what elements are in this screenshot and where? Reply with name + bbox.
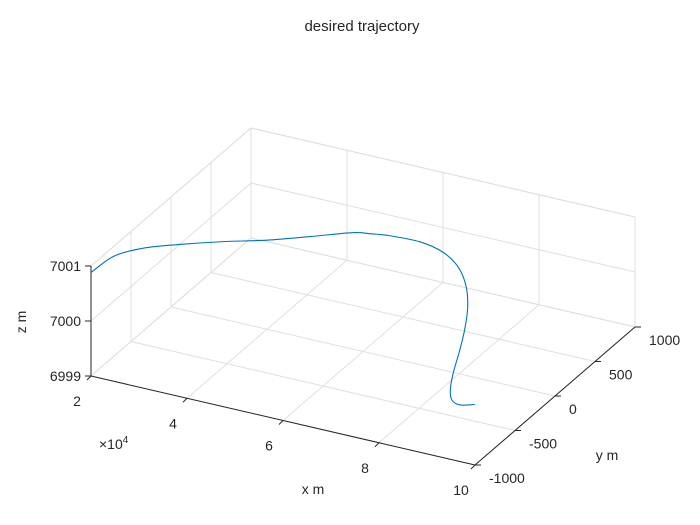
grid-line-floor-y (130, 341, 516, 431)
x-tick-label: 10 (453, 482, 469, 498)
y-tick-label: -1000 (489, 470, 525, 486)
x-exponent-label: ×104 (99, 435, 129, 452)
z-tick-label: 7001 (50, 258, 81, 274)
grid-line-backwall-z (250, 182, 636, 273)
grid-line-sidewall-z (90, 182, 252, 322)
tick-labels: 2 4 6 8 10 -1000 -500 0 500 1000 6999 7000 7001 (50, 258, 681, 498)
x-tick-mark (182, 397, 188, 403)
z-axis-label: z m (13, 311, 29, 334)
grid-line-floor-y (210, 272, 596, 362)
axes-box (85, 265, 641, 470)
grid-line-backwall-z (250, 237, 636, 328)
trajectory-line (90, 232, 476, 406)
y-tick-label: -500 (529, 436, 557, 452)
box-edge-top-back (250, 127, 636, 218)
y-tick-label: 1000 (649, 332, 680, 348)
z-tick-label: 6999 (50, 368, 81, 384)
grid-line-sidewall-z (90, 237, 252, 377)
z-tick-label: 7000 (50, 313, 81, 329)
x-tick-mark (86, 375, 92, 381)
x-tick-label: 8 (361, 460, 369, 476)
grid-line-floor-y (170, 306, 556, 397)
x-tick-label: 4 (169, 415, 177, 431)
x-tick-mark (470, 464, 476, 470)
y-tick-label: 500 (609, 367, 633, 383)
y-axis-label: y m (596, 447, 619, 463)
y-tick-label: 0 (569, 401, 577, 417)
x-tick-mark (374, 442, 380, 448)
x-tick-label: 2 (73, 393, 81, 409)
series-layer (90, 232, 476, 406)
box-edge-top-side (90, 127, 252, 267)
x-tick-mark (278, 420, 284, 425)
x-tick-label: 6 (265, 438, 273, 454)
x-exponent-power: 4 (123, 435, 129, 446)
x-axis-label: x m (302, 481, 325, 497)
chart-title: desired trajectory (304, 18, 420, 35)
x-exponent-base: ×10 (99, 436, 123, 452)
